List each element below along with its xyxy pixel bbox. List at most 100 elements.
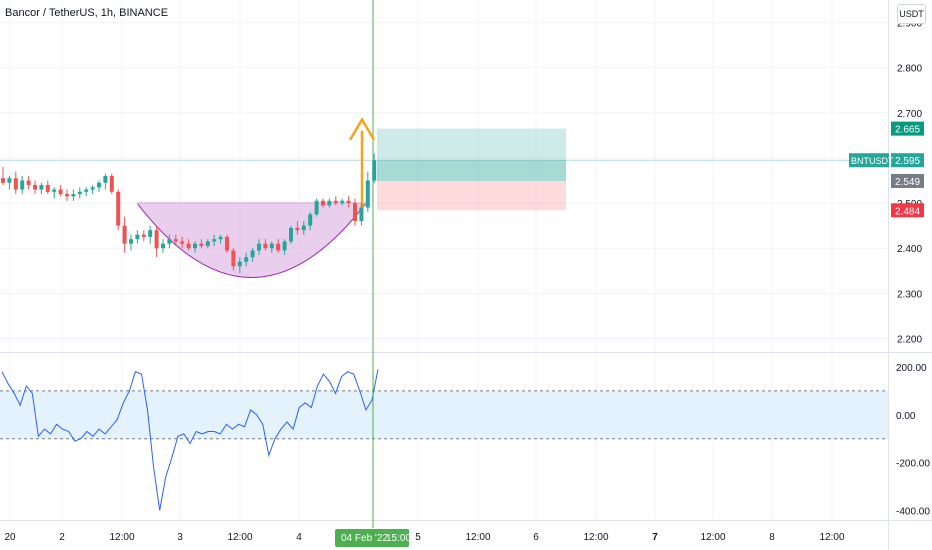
candle-body [237, 261, 242, 267]
candle-body [205, 241, 210, 246]
candle-body [257, 243, 261, 251]
last-price-badge [891, 153, 924, 168]
time-tick-label: 4 [296, 532, 302, 543]
candle-body [122, 225, 127, 244]
candlestick-series [1, 153, 377, 274]
candle-body [161, 243, 165, 249]
candle-body [129, 239, 133, 244]
cci-tick-label: 0.00 [896, 411, 916, 422]
candle-body [65, 194, 69, 197]
candle-body [1, 178, 5, 183]
candle-body [282, 241, 287, 251]
price-tick-label: 2.400 [897, 244, 922, 255]
candle-body [173, 239, 178, 242]
long-position-profit-zone[interactable] [377, 128, 566, 181]
candle-body [167, 239, 172, 244]
time-tick-label: 12:00 [700, 532, 725, 543]
time-tick-label: 20 [4, 532, 16, 543]
time-tick-label: 3 [177, 532, 183, 543]
cup-pattern-curve [136, 202, 367, 278]
candle-body [353, 203, 357, 222]
crosshair-time-badge [335, 529, 409, 547]
candle-body [263, 243, 268, 249]
candle-body [218, 236, 223, 240]
candle-body [231, 250, 236, 267]
candle-body [327, 200, 332, 206]
time-tick-label: 7 [652, 532, 658, 543]
target-price-badge-label: 2.665 [895, 125, 920, 136]
candle-body [148, 230, 153, 237]
candle-body [20, 180, 25, 190]
candle-body [109, 176, 114, 192]
candle-body [33, 185, 37, 190]
cci-tick-label: -400.00 [896, 506, 930, 517]
price-tick-label: 2.300 [897, 289, 922, 300]
symbol-title: Bancor / TetherUS, 1h, BINANCE [5, 7, 169, 19]
candle-body [13, 178, 18, 190]
candle-body [212, 239, 217, 242]
candle-body [45, 185, 50, 192]
candle-body [225, 236, 229, 251]
candle-body [372, 160, 377, 181]
time-tick-label: 12:00 [227, 532, 252, 543]
crosshair-date-label: 04 Feb '22 [341, 533, 388, 544]
candle-body [135, 234, 140, 240]
price-tick-label: 2.800 [897, 64, 922, 75]
candle-body [180, 241, 185, 244]
time-tick-label: 12:00 [109, 532, 134, 543]
currency-unit-button[interactable]: USDT [897, 4, 926, 24]
candle-body [26, 180, 31, 186]
long-position-realized-zone [377, 160, 566, 181]
time-tick-label: 12:00 [819, 532, 844, 543]
candle-body [333, 200, 338, 204]
time-tick-label: 5 [415, 532, 421, 543]
price-tick-label: 2.200 [897, 334, 922, 345]
drawing-overlays[interactable] [0, 0, 888, 528]
symbol-badge [849, 153, 889, 168]
stop-price-badge-label: 2.484 [895, 206, 920, 217]
candle-body [97, 182, 101, 188]
candle-body [340, 200, 345, 204]
time-tick-label: 12:00 [583, 532, 608, 543]
cci-line [1, 369, 379, 511]
candle-body [365, 180, 370, 208]
candle-body [90, 187, 95, 190]
price-tick-label: 2.700 [897, 109, 922, 120]
long-position-loss-zone[interactable] [377, 180, 566, 211]
symbol-badge-label: BNTUSDT [851, 156, 894, 166]
cci-tick-label: -200.00 [896, 459, 930, 470]
candle-body [301, 225, 306, 231]
candle-body [39, 185, 44, 190]
candle-body [7, 178, 12, 183]
candle-body [116, 191, 121, 226]
up-arrow-head [348, 117, 376, 141]
candle-body [244, 257, 249, 262]
candle-body [193, 243, 197, 249]
target-price-badge [891, 121, 924, 136]
candle-body [84, 189, 89, 192]
time-axis[interactable]: 20 2 12:00 3 12:00 4 5 12:00 6 12:00 7 12:00 8 12:00 0… [4, 529, 845, 547]
candle-body [314, 200, 319, 215]
candle-body [141, 234, 146, 237]
crosshair-time-label: 15:00 [386, 533, 411, 544]
time-tick-label: 8 [769, 532, 775, 543]
candle-body [359, 207, 364, 222]
candle-body [269, 243, 274, 249]
last-price-badge-label: 2.595 [895, 156, 920, 167]
candle-body [103, 176, 108, 183]
entry-price-badge [891, 173, 924, 188]
candle-body [77, 191, 82, 195]
time-tick-label: 12:00 [465, 532, 490, 543]
cci-band [0, 390, 888, 439]
candle-body [186, 243, 191, 249]
entry-price-badge-label: 2.549 [895, 177, 920, 188]
time-tick-label: 6 [533, 532, 539, 543]
stop-price-badge [891, 203, 924, 218]
cci-indicator-pane[interactable] [0, 369, 888, 511]
price-axis[interactable]: 2.9002.8002.7002.6002.5002.4002.3002.200… [849, 19, 930, 518]
candle-body [308, 214, 313, 226]
candle-body [346, 200, 351, 204]
time-tick-label: 2 [59, 532, 65, 543]
